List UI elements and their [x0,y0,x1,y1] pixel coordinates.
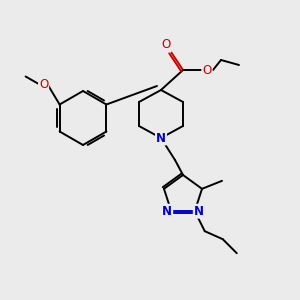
Text: N: N [194,205,204,218]
Text: O: O [39,78,48,91]
Text: N: N [162,205,172,218]
Text: O: O [161,38,171,52]
Text: N: N [156,131,166,145]
Text: O: O [202,64,211,76]
